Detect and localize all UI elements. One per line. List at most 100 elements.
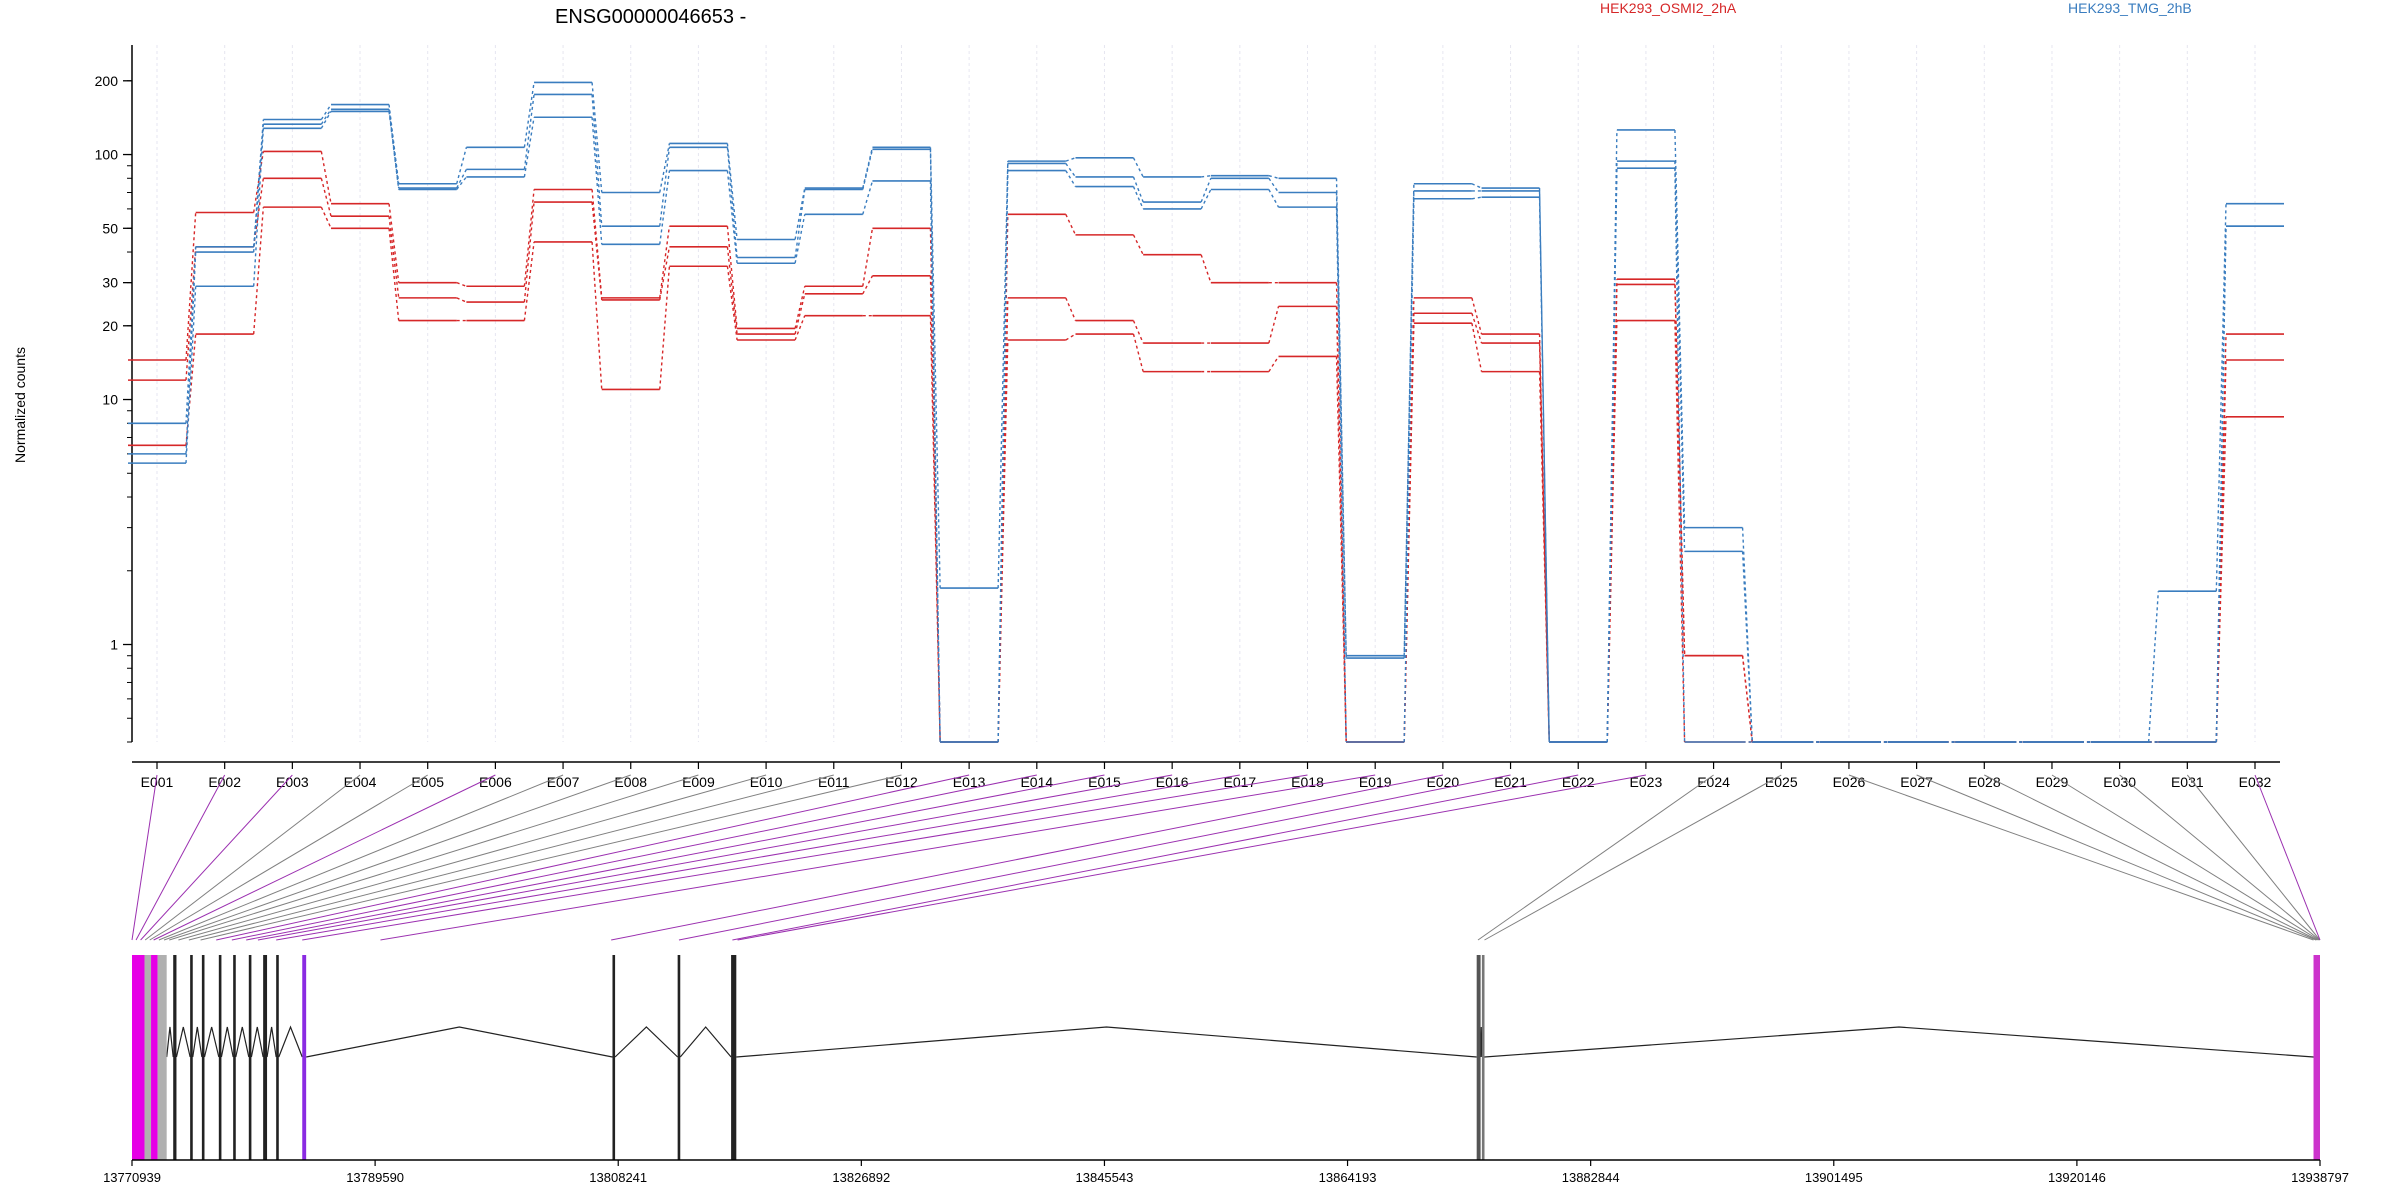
connector-e015 bbox=[246, 774, 1105, 941]
legend-entry-tmg: HEK293_TMG_2hB bbox=[2068, 0, 2192, 16]
series-5-hek293-tmg-2hb bbox=[128, 110, 2284, 743]
intron-2 bbox=[192, 1026, 203, 1058]
exon-block-13 bbox=[612, 955, 616, 1160]
data-connector-e022 bbox=[1606, 168, 1618, 743]
data-connector-e015 bbox=[1132, 333, 1144, 372]
data-connector-e006 bbox=[523, 117, 535, 178]
data-connector-e017 bbox=[1268, 356, 1280, 372]
x-tick-label-e026: E026 bbox=[1833, 774, 1866, 790]
data-connector-e031 bbox=[2215, 203, 2227, 592]
data-connector-e013 bbox=[997, 170, 1009, 743]
data-connector-e010 bbox=[794, 286, 806, 329]
data-connector-e008 bbox=[659, 143, 671, 193]
data-connector-e016 bbox=[1200, 189, 1212, 210]
data-connector-e015 bbox=[1132, 320, 1144, 344]
plot-area: 1 10 20 30 50 100 200 E001 E002 E003 E004 E005 E006 E… bbox=[95, 45, 2284, 790]
x-tick-label-e017: E017 bbox=[1223, 774, 1256, 790]
data-connector-e006 bbox=[523, 94, 535, 170]
data-connector-e002 bbox=[252, 124, 265, 253]
x-tick-label-e001: E001 bbox=[141, 774, 174, 790]
data-connector-e006 bbox=[523, 241, 535, 321]
data-connector-e024 bbox=[1741, 551, 1753, 743]
data-connector-e011 bbox=[862, 228, 874, 287]
data-connector-e017 bbox=[1268, 174, 1279, 179]
data-connector-e018 bbox=[1335, 306, 1347, 743]
data-connector-e002 bbox=[252, 151, 265, 213]
data-connector-e012 bbox=[929, 147, 941, 589]
y-tick-label-20: 20 bbox=[102, 318, 118, 334]
x-tick-label-e030: E030 bbox=[2103, 774, 2136, 790]
exon-block-5 bbox=[190, 955, 193, 1160]
connector-e017 bbox=[276, 774, 1240, 941]
data-connector-e010 bbox=[794, 293, 806, 335]
data-connector-e021 bbox=[1538, 334, 1550, 743]
exon-block-4 bbox=[173, 955, 177, 1160]
exon-block-3 bbox=[157, 955, 167, 1160]
connector-e022 bbox=[732, 774, 1579, 941]
genomic-tick-label-7: 13901495 bbox=[1805, 1170, 1863, 1185]
data-connector-e024 bbox=[1741, 655, 1753, 743]
connector-e009 bbox=[169, 774, 699, 941]
x-tick-label-e024: E024 bbox=[1697, 774, 1730, 790]
data-connector-e008 bbox=[659, 226, 671, 298]
exon-block-0 bbox=[132, 955, 145, 1160]
data-connector-e001 bbox=[185, 212, 197, 361]
x-tick-label-e031: E031 bbox=[2171, 774, 2204, 790]
data-connector-e011 bbox=[862, 180, 874, 215]
data-connector-e014 bbox=[1065, 297, 1077, 321]
data-connector-e003 bbox=[320, 151, 332, 204]
data-connector-e020 bbox=[1471, 323, 1483, 372]
data-connector-e001 bbox=[185, 246, 197, 381]
data-connector-e009 bbox=[726, 143, 738, 240]
legend-entry-osmi2: HEK293_OSMI2_2hA bbox=[1600, 0, 1737, 16]
intron-13 bbox=[1479, 1026, 1483, 1058]
y-tick-label-30: 30 bbox=[102, 275, 118, 291]
x-tick-label-e010: E010 bbox=[750, 774, 783, 790]
connector-e011 bbox=[188, 774, 834, 941]
x-tick-label-e002: E002 bbox=[208, 774, 241, 790]
genomic-tick-label-8: 13920146 bbox=[2048, 1170, 2106, 1185]
data-connector-e008 bbox=[659, 266, 671, 390]
data-connector-e015 bbox=[1132, 234, 1144, 256]
y-tick-label-50: 50 bbox=[102, 220, 118, 236]
connector-e028 bbox=[1984, 774, 2318, 941]
data-connector-e006 bbox=[523, 82, 535, 148]
data-connector-e005 bbox=[456, 297, 467, 303]
y-tick-label-100: 100 bbox=[95, 147, 119, 163]
data-connector-e004 bbox=[388, 203, 400, 283]
data-connector-e021 bbox=[1538, 188, 1550, 743]
y-axis-label: Normalized counts bbox=[12, 347, 28, 463]
connector-e013 bbox=[216, 774, 970, 941]
exon-block-18 bbox=[2313, 955, 2320, 1160]
exon-block-10 bbox=[263, 955, 268, 1160]
connector-e010 bbox=[178, 774, 767, 941]
data-connector-e006 bbox=[523, 201, 535, 303]
x-tick-label-e019: E019 bbox=[1359, 774, 1392, 790]
series-0-hek293-osmi2-2ha bbox=[128, 150, 2284, 743]
connector-e001 bbox=[131, 774, 158, 941]
exon-block-2 bbox=[151, 955, 158, 1160]
connector-e008 bbox=[163, 774, 631, 941]
data-connector-e014 bbox=[1065, 163, 1077, 178]
data-connector-e008 bbox=[659, 147, 671, 227]
data-connector-e009 bbox=[726, 170, 738, 264]
data-connector-e002 bbox=[252, 128, 265, 287]
connector-e025 bbox=[1484, 774, 1782, 941]
data-connector-e023 bbox=[1674, 284, 1686, 656]
x-tick-label-e018: E018 bbox=[1291, 774, 1324, 790]
data-connector-e003 bbox=[320, 206, 332, 229]
series-1-hek293-osmi2-2ha bbox=[128, 177, 2284, 743]
data-connector-e030 bbox=[2147, 591, 2160, 743]
data-connector-e017 bbox=[1268, 189, 1280, 208]
data-connector-e003 bbox=[320, 111, 332, 129]
data-connector-e009 bbox=[726, 246, 738, 335]
data-connector-e006 bbox=[523, 189, 535, 287]
data-connector-e010 bbox=[794, 315, 806, 341]
x-tick-label-e003: E003 bbox=[276, 774, 309, 790]
x-tick-label-e013: E013 bbox=[953, 774, 986, 790]
series-2-hek293-osmi2-2ha bbox=[128, 206, 2284, 743]
data-connector-e022 bbox=[1606, 279, 1618, 743]
connector-e003 bbox=[140, 774, 293, 941]
exon-block-12 bbox=[302, 955, 307, 1160]
